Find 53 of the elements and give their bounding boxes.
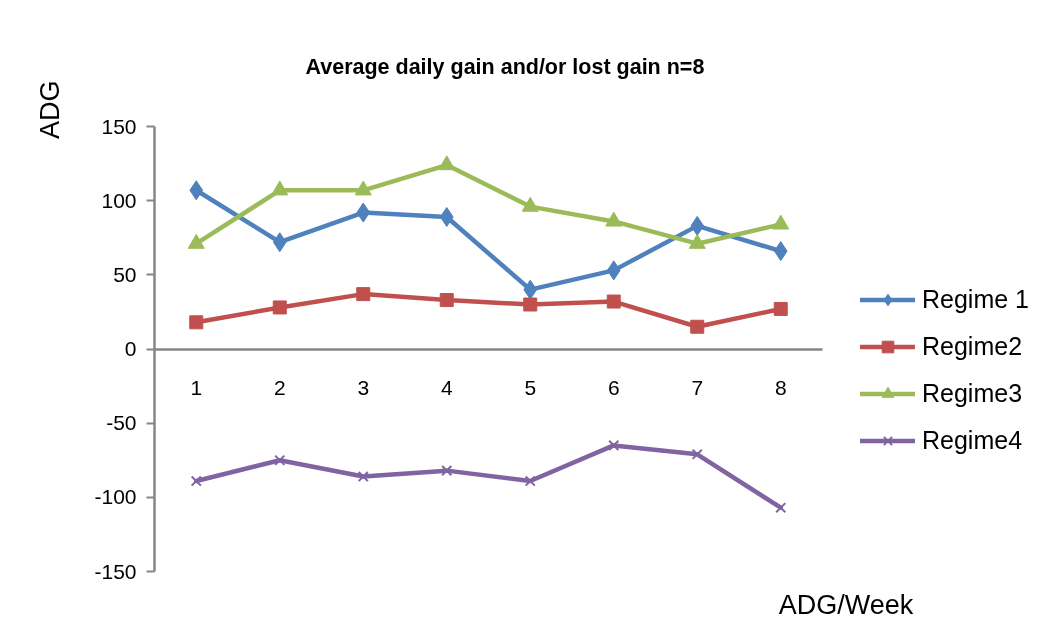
chart-title: Average daily gain and/or lost gain n=8 — [305, 54, 705, 79]
legend-label: Regime4 — [922, 425, 1023, 455]
point — [189, 180, 204, 201]
x-tick-label: 1 — [190, 376, 203, 399]
legend-label: Regime2 — [922, 331, 1023, 361]
legend-label: Regime3 — [922, 378, 1023, 408]
point — [690, 215, 705, 236]
x-tick-label: 6 — [607, 376, 620, 399]
y-axis-title: ADG — [34, 80, 65, 140]
point — [439, 206, 454, 227]
y-tick-label: 150 — [101, 114, 137, 138]
x-tick-label: 3 — [357, 376, 370, 399]
point — [354, 180, 372, 196]
x-tick-label: 5 — [524, 376, 537, 399]
point — [274, 454, 286, 466]
point — [272, 232, 287, 253]
point — [773, 241, 788, 262]
point — [605, 211, 623, 227]
point — [775, 502, 787, 514]
point — [356, 202, 371, 223]
point — [356, 287, 371, 302]
point — [521, 196, 539, 212]
legend-label: Regime 1 — [922, 284, 1029, 314]
point — [606, 294, 621, 309]
point — [690, 319, 705, 334]
point — [772, 214, 790, 230]
point — [271, 180, 289, 196]
y-tick-label: 50 — [113, 262, 137, 286]
point — [190, 475, 202, 487]
y-tick-label: -50 — [106, 411, 137, 435]
point — [523, 279, 538, 300]
x-tick-label: 4 — [440, 376, 453, 399]
point — [187, 233, 205, 249]
point — [688, 233, 706, 249]
x-tick-label: 8 — [774, 376, 787, 399]
x-tick-label: 7 — [691, 376, 704, 399]
point — [439, 293, 454, 308]
x-tick-label: 2 — [273, 376, 286, 399]
point — [357, 470, 369, 483]
point — [523, 297, 538, 312]
point — [608, 439, 620, 452]
point — [189, 315, 204, 330]
point — [272, 300, 287, 315]
y-tick-label: 0 — [124, 337, 137, 360]
y-tick-label: -150 — [94, 559, 137, 583]
point — [773, 301, 788, 316]
point — [524, 475, 536, 487]
point — [441, 465, 453, 477]
point — [691, 448, 703, 460]
point — [606, 260, 621, 281]
x-axis-title: ADG/Week — [778, 589, 914, 620]
y-tick-label: 100 — [101, 188, 137, 212]
y-tick-label: -100 — [94, 485, 137, 509]
